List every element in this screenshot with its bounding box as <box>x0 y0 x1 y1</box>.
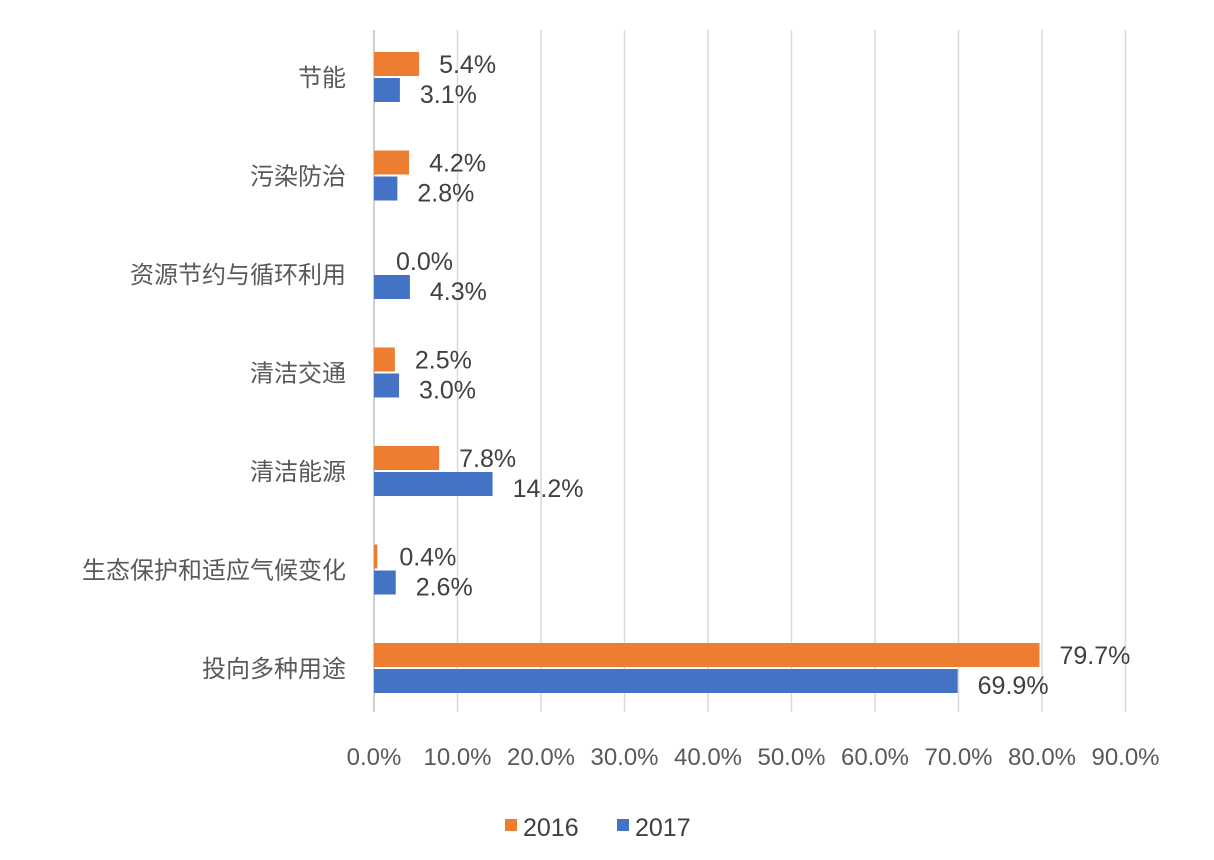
category-label: 节能 <box>298 64 346 92</box>
legend: 2016 2017 <box>505 814 691 842</box>
x-tick-label: 20.0% <box>507 744 575 771</box>
x-tick-label: 50.0% <box>757 744 825 771</box>
data-label-2017: 2.8% <box>417 180 474 208</box>
data-label-2016: 5.4% <box>439 51 496 79</box>
gridlines <box>373 30 1127 712</box>
bar-2016-4 <box>374 446 440 470</box>
category-label: 生态保护和适应气候变化 <box>82 557 346 585</box>
data-label-2017: 2.6% <box>416 574 473 602</box>
x-tick-label: 30.0% <box>590 744 658 771</box>
x-tick-label: 10.0% <box>423 744 491 771</box>
x-tick-label: 80.0% <box>1008 744 1076 771</box>
data-label-2017: 3.0% <box>419 377 476 405</box>
bar-2017-0 <box>374 78 400 102</box>
bar-2016-0 <box>374 52 420 76</box>
data-label-2017: 3.1% <box>420 81 477 109</box>
x-tick-label: 70.0% <box>924 744 992 771</box>
bar-2016-3 <box>374 347 395 372</box>
bar-2016-6 <box>374 643 1040 667</box>
value-axis-tick-labels: 0.0% 10.0% 20.0% 30.0% 40.0% 50.0% 60.0% 70.0% 8… <box>347 744 1160 771</box>
category-label: 资源节约与循环利用 <box>130 261 346 289</box>
bar-2017-5 <box>374 570 396 595</box>
data-label-2017: 14.2% <box>513 475 584 503</box>
bar-2016-1 <box>374 150 410 175</box>
category-label: 清洁交通 <box>250 360 346 388</box>
legend-label-2017: 2017 <box>635 814 691 842</box>
legend-label-2016: 2016 <box>523 814 579 842</box>
legend-swatch-2017 <box>617 819 629 831</box>
data-label-2016: 2.5% <box>415 347 472 375</box>
bar-2017-3 <box>374 373 400 398</box>
bars <box>374 52 1040 693</box>
category-label: 投向多种用途 <box>202 655 346 683</box>
data-label-2016: 0.0% <box>396 248 453 276</box>
bar-2017-2 <box>374 275 410 299</box>
data-label-2017: 4.3% <box>430 278 487 306</box>
x-tick-label: 60.0% <box>841 744 909 771</box>
data-label-2017: 69.9% <box>978 672 1049 700</box>
x-tick-label: 40.0% <box>674 744 742 771</box>
data-labels: 5.4% 4.2% 0.0% 2.5% 7.8% 0.4% 79.7% 3.1% 2.8% 4.3… <box>396 51 1130 700</box>
x-tick-label: 0.0% <box>347 744 402 771</box>
bar-2017-1 <box>374 176 398 201</box>
data-label-2016: 7.8% <box>459 445 516 473</box>
bar-2016-5 <box>374 544 378 569</box>
legend-swatch-2016 <box>505 819 517 831</box>
bar-2017-6 <box>374 669 958 693</box>
data-label-2016: 4.2% <box>429 150 486 178</box>
x-tick-label: 90.0% <box>1091 744 1159 771</box>
category-label: 清洁能源 <box>250 458 346 486</box>
category-label: 污染防治 <box>250 163 346 191</box>
data-label-2016: 0.4% <box>399 544 456 572</box>
bar-2017-4 <box>374 472 493 496</box>
data-label-2016: 79.7% <box>1059 642 1130 670</box>
